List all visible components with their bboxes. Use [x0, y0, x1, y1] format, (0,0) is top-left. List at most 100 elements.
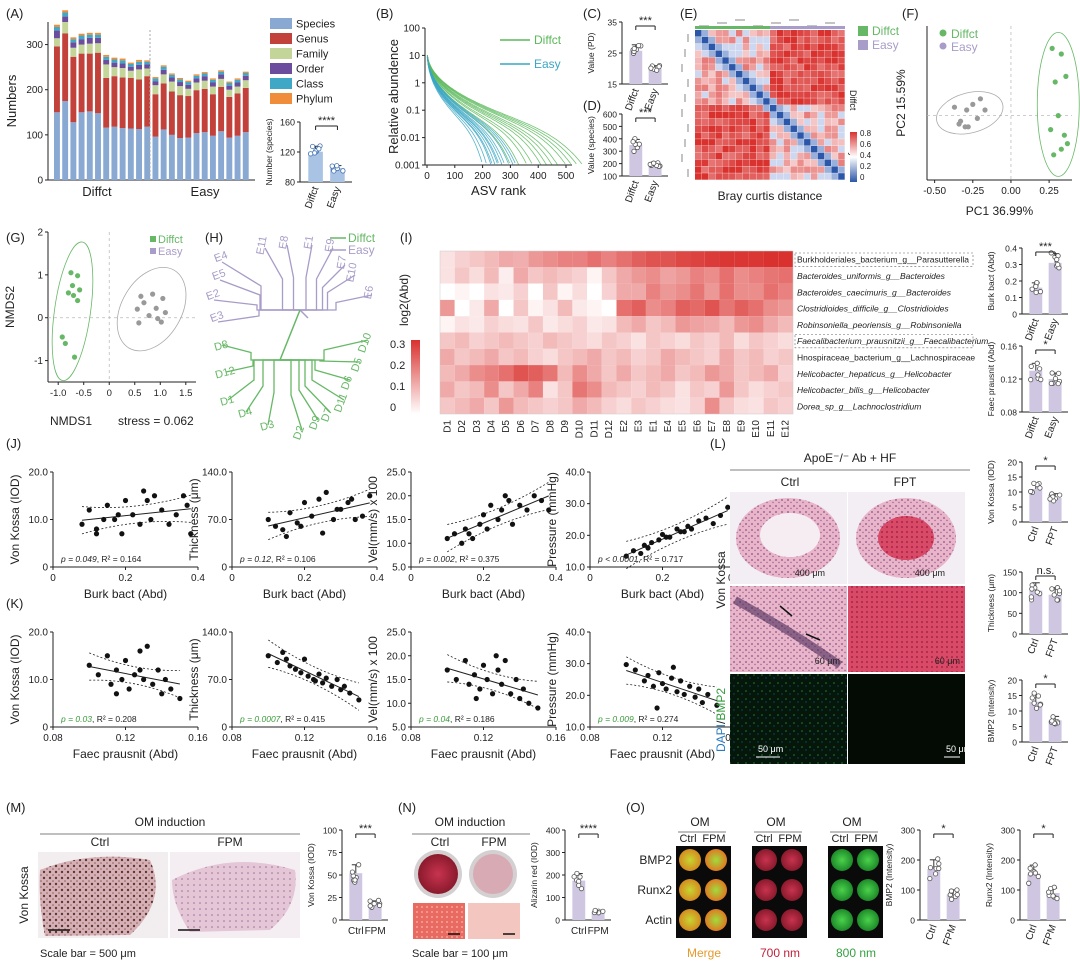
panel-k-4-ytick-label: 20.0	[566, 691, 586, 702]
panel-e-cell	[742, 118, 750, 126]
panel-i-cell	[719, 332, 735, 349]
panel-l-bmp2-bar-significance: *	[1043, 673, 1048, 685]
panel-b-ytick-label: 0.1	[406, 106, 420, 117]
panel-m-bar-category-label: FPM	[365, 926, 386, 937]
panel-a-bar-segment	[201, 80, 208, 89]
panel-a-bar-segment	[144, 64, 151, 69]
panel-i-cell	[587, 251, 602, 268]
panel-e-cell	[701, 152, 709, 160]
panel-d-point	[630, 139, 636, 145]
panel-k-3-point	[495, 667, 501, 673]
panel-k-4-xlabel: Faec prausnit (Abd)	[610, 747, 715, 761]
panel-e-cell	[804, 64, 811, 71]
panel-e-cell	[722, 159, 729, 167]
panel-e-cell	[749, 70, 757, 78]
panel-e-cell	[742, 64, 750, 71]
panel-e-cell	[756, 111, 763, 119]
panel-e-cell	[810, 118, 818, 126]
panel-o-bmp2-bar-point	[927, 875, 933, 882]
panel-e-cell	[790, 132, 797, 139]
panel-e-cell	[797, 84, 804, 92]
panel-i-colorbar-label: 0	[390, 402, 396, 414]
panel-k-3-stat-r: , R² = 0.186	[450, 714, 495, 724]
panel-n-bar-point	[577, 874, 583, 880]
panel-k-3-stat-p: p = 0.04	[418, 714, 450, 724]
panel-g-point-easy	[153, 305, 159, 311]
panel-i-sample-label: D3	[472, 420, 483, 433]
panel-e-cell	[695, 118, 702, 126]
panel-e-cell	[708, 105, 716, 112]
panel-j-3-point	[459, 540, 465, 546]
panel-h-leaf-diffct: D12	[214, 365, 237, 382]
panel-j-3-ytick-label: 20.0	[387, 491, 407, 502]
panel-k-4-stat: p = 0.009, R² = 0.274	[597, 714, 679, 724]
panel-j-3-confidence-band	[447, 509, 549, 553]
panel-m-scale-note: Scale bar = 500 μm	[40, 948, 136, 960]
panel-e-cell	[790, 173, 797, 180]
panel-k-1-point	[155, 667, 161, 673]
panel-k-4-confidence-band	[626, 656, 717, 688]
panel-e-cell	[831, 132, 838, 139]
panel-a-bar-segment	[209, 86, 216, 95]
panel-i-cell	[616, 365, 632, 382]
panel-e-cell	[831, 118, 838, 126]
panel-i-cell	[557, 267, 573, 284]
panel-g-point-easy	[134, 306, 140, 312]
panel-l-vonkossa-bar-bar-fpt	[1048, 498, 1062, 522]
panel-i-cell	[616, 267, 632, 284]
panel-i-cell	[763, 332, 779, 349]
panel-e-cell	[756, 77, 763, 85]
panel-e-cell	[735, 132, 743, 139]
panel-e-cell	[735, 36, 743, 44]
panel-i-cell	[734, 267, 749, 284]
panel-e-cell	[722, 43, 729, 51]
panel-e-cell	[804, 70, 811, 78]
panel-i-row-label: Robinsoniella_peoriensis_g__Robinsoniell…	[797, 320, 962, 330]
panel-i-sample-label: E4	[663, 420, 674, 433]
panel-i-cell	[734, 251, 749, 268]
panel-i-cell	[601, 381, 617, 398]
panel-e-cell	[770, 159, 777, 167]
panel-i-cell	[440, 251, 455, 268]
panel-e-cell	[838, 173, 845, 180]
panel-e-cell	[695, 98, 702, 105]
panel-i-cell	[616, 251, 632, 268]
panel-i-cell	[557, 348, 573, 366]
panel-h-leaf-diffct: D5	[349, 356, 365, 373]
panel-e-cell	[776, 105, 784, 112]
panel-i-cell	[719, 251, 735, 268]
panel-k-4-point	[623, 661, 629, 668]
panel-e-cell	[790, 118, 797, 126]
panel-e-cell	[715, 173, 722, 180]
panel-i-cell	[690, 348, 705, 366]
panel-e-cell	[729, 159, 736, 167]
panel-e-cell	[735, 166, 743, 173]
panel-i-cell	[587, 316, 602, 333]
panel-e-cell	[708, 36, 716, 44]
panel-i-sample-label: D8	[545, 420, 556, 433]
panel-e-cell	[715, 77, 722, 85]
panel-h-branch	[219, 279, 300, 311]
panel-m-bar-ytick-label: 75	[328, 848, 338, 858]
panel-e-cell	[790, 50, 797, 57]
panel-h-leaf-diffct: D7	[319, 406, 335, 423]
panel-h-leaf-easy: E9	[323, 238, 337, 253]
panel-e-cell	[790, 43, 797, 51]
panel-e-cell	[776, 43, 784, 51]
panel-i-burk-bar-category-label: Diffct	[1024, 317, 1042, 342]
panel-e-cell	[695, 105, 702, 112]
panel-e-cell	[824, 50, 832, 57]
panel-o-bmp2-bar-point	[927, 865, 934, 871]
panel-n-bar-ytick-label: 0	[555, 916, 560, 926]
panel-l-thickness-bar-category-label: Ctrl	[1026, 637, 1042, 655]
panel-k-4-point	[645, 672, 651, 679]
panel-e-cell	[831, 173, 838, 180]
panel-o-column-label: FPM	[702, 833, 725, 845]
panel-a-bar-segment	[226, 137, 233, 180]
panel-i-cell	[513, 381, 529, 398]
panel-e-cell	[770, 98, 777, 105]
panel-m-bar-point	[352, 877, 358, 883]
panel-e-cell	[797, 125, 804, 132]
panel-i-cell	[484, 381, 499, 398]
